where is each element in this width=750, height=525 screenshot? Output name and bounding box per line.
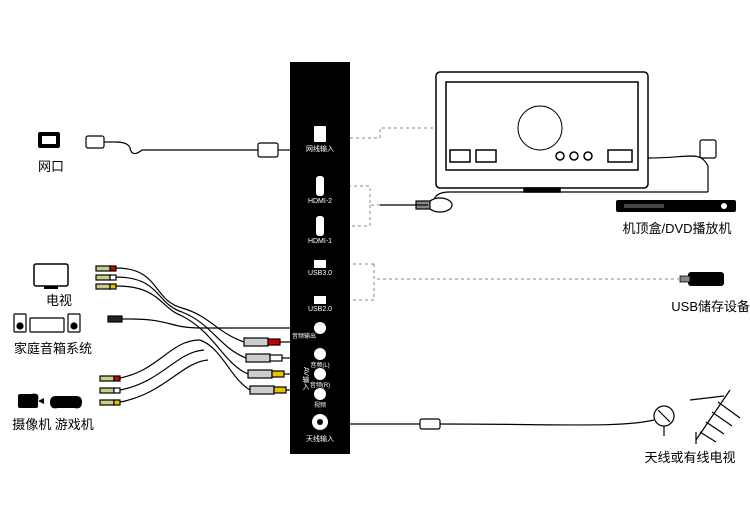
usb20-port-label: USB2.0 xyxy=(295,306,345,313)
av-video-port xyxy=(314,388,326,400)
hdmi1-port-label: HDMI-1 xyxy=(295,238,345,245)
tv-device-label: 电视 xyxy=(34,290,84,309)
usb30-port xyxy=(314,260,326,268)
cam-game-label: 摄像机 游戏机 xyxy=(8,414,98,433)
hdmi-2-port xyxy=(316,176,324,196)
ethernet-port-label: 网线输入 xyxy=(295,144,345,154)
audio-out-port xyxy=(314,322,326,334)
stb-tv-rear-icon xyxy=(436,72,648,192)
game-controller-icon xyxy=(50,396,82,408)
usb-dashed-bracket xyxy=(350,264,680,300)
usb-storage-label: USB储存设备 xyxy=(636,296,750,315)
av-group-label: AV输入 xyxy=(300,358,310,398)
ethernet-port xyxy=(314,126,326,142)
stb-dvd-label: 机顶盒/DVD播放机 xyxy=(604,218,750,237)
antenna-device-icon xyxy=(654,390,740,444)
coax-cable xyxy=(350,419,654,429)
av-rca-cables xyxy=(100,340,208,405)
tv-device-icon xyxy=(34,264,68,289)
audio-port-label: 音频输出 xyxy=(291,334,317,341)
tv-rca-cables xyxy=(96,266,182,316)
antenna-device-label: 天线或有线电视 xyxy=(630,447,750,466)
usb30-port-label: USB3.0 xyxy=(295,270,345,277)
ethernet-device-icon xyxy=(38,132,60,148)
usb20-port xyxy=(314,296,326,304)
hdmi2-port-label: HDMI-2 xyxy=(295,198,345,205)
usb-drive-icon xyxy=(680,272,724,286)
audio-system-label: 家庭音箱系统 xyxy=(8,338,98,357)
home-audio-icon xyxy=(14,314,80,332)
ethernet-device-label: 网口 xyxy=(26,156,76,175)
dvd-player-icon xyxy=(616,200,736,212)
hdmi-1-port xyxy=(316,216,324,236)
av-video-port-label: 视频 xyxy=(295,400,345,409)
camera-icon xyxy=(18,394,44,408)
antenna-port-label: 天线输入 xyxy=(295,434,345,444)
av-right-port xyxy=(314,368,326,380)
hdmi-dashed-bracket xyxy=(350,186,380,226)
ethernet-dashed-line xyxy=(350,128,436,138)
av-left-port xyxy=(314,348,326,360)
ethernet-cable xyxy=(86,136,290,157)
